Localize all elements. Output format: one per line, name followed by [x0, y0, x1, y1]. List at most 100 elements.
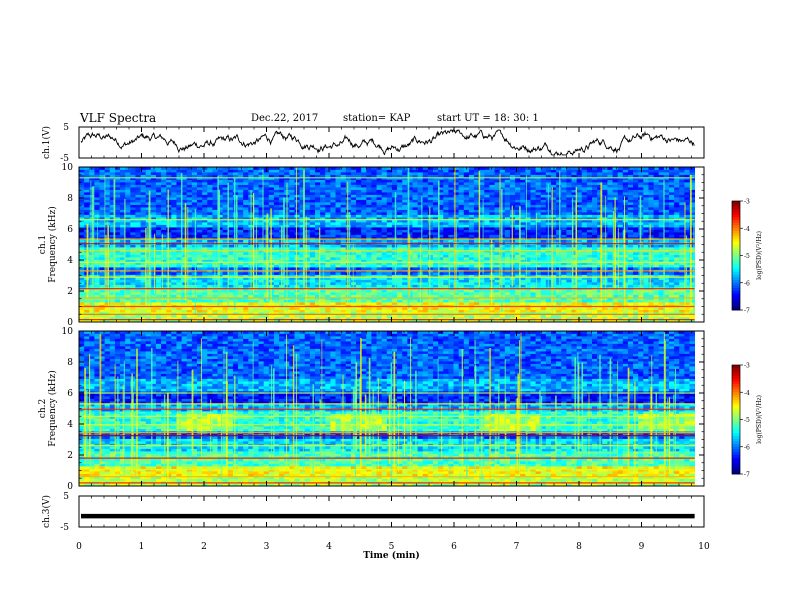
spectrogram-cell — [438, 284, 444, 288]
spectrogram-cell — [340, 264, 347, 268]
spectrogram-cell — [576, 309, 583, 313]
spectrogram-cell — [438, 309, 444, 313]
spectrogram-cell — [391, 314, 398, 318]
spectrogram-cell — [155, 317, 162, 320]
spectrogram-cell — [207, 299, 213, 303]
spectrogram-cell — [412, 294, 418, 298]
spectrogram-cell — [468, 277, 475, 280]
spectrogram-cell — [181, 247, 188, 250]
spectrogram-cell — [120, 302, 126, 305]
spectrogram-cell — [679, 284, 685, 288]
spectrogram-cell — [550, 312, 557, 315]
spectrogram-cell — [345, 307, 352, 310]
spectrogram-cell — [330, 314, 336, 318]
spectrogram-cell — [125, 294, 131, 298]
spectrogram-cell — [99, 257, 106, 260]
spectrogram-cell — [356, 252, 362, 255]
spectrogram-cell — [238, 302, 244, 305]
spectrogram-cell — [540, 317, 547, 320]
spectrogram-cell — [458, 274, 465, 278]
spectrogram-cell — [279, 307, 285, 310]
spectrogram-cell — [299, 244, 306, 248]
spectrogram-cell — [335, 244, 342, 248]
spectrogram-cell — [304, 259, 311, 263]
spectrogram-cell — [366, 244, 372, 248]
spectrogram-cell — [463, 284, 470, 288]
spectrogram-cell — [622, 294, 629, 298]
spectrogram-cell — [150, 282, 157, 285]
spectrogram-cell — [525, 254, 531, 258]
spectrogram-cell — [648, 222, 654, 225]
spectrogram-cell — [520, 252, 526, 255]
spectrogram-cell — [340, 227, 347, 230]
spectrogram-cell — [350, 279, 357, 283]
spectrogram-cell — [150, 229, 157, 233]
spectrogram-cell — [350, 299, 357, 303]
spectrogram-cell — [104, 314, 111, 318]
spectrogram-cell — [679, 234, 685, 238]
spectrogram-cell — [232, 294, 239, 298]
spectrogram-cell — [679, 279, 685, 283]
spectrogram-cell — [463, 277, 470, 280]
spectrogram-cell — [155, 257, 162, 260]
spectrogram-cell — [617, 294, 624, 298]
spectrogram-cell — [391, 264, 398, 268]
spectrogram-cell — [155, 267, 162, 270]
spectrogram-cell — [684, 279, 690, 283]
spectrogram-cell — [448, 252, 454, 255]
spectrogram-cell — [222, 314, 229, 318]
spectrogram-cell — [540, 239, 547, 243]
spectrogram-cell — [484, 307, 490, 310]
spectrogram-cell — [109, 292, 116, 295]
spectrogram-cell — [238, 277, 244, 280]
spectrogram-cell — [114, 302, 121, 305]
spectrogram-cell — [427, 274, 434, 278]
spectrogram-cell — [350, 229, 357, 233]
spectrogram-cell — [674, 292, 680, 295]
spectrogram-cell — [171, 299, 177, 303]
spectrogram-cell — [438, 264, 444, 268]
spectrogram-cell — [273, 257, 280, 260]
spectrogram-cell — [468, 244, 475, 248]
spectrogram-cell — [356, 289, 362, 293]
spectrogram-cell — [617, 244, 624, 248]
spectrogram-cell — [427, 222, 434, 225]
spectrogram-cell — [232, 247, 239, 250]
spectrogram-cell — [294, 319, 300, 323]
spectrogram-cell — [684, 262, 690, 265]
spectrogram-cell — [248, 309, 254, 313]
spectrogram-cell — [376, 314, 383, 318]
spectrogram-cell — [299, 274, 306, 278]
spectrogram-cell — [689, 314, 696, 318]
spectrogram-cell — [484, 264, 490, 268]
spectrogram-cell — [361, 312, 367, 315]
spectrogram-cell — [186, 277, 193, 280]
spectrogram-cell — [474, 257, 480, 260]
spectrogram-cell — [643, 264, 649, 268]
spectrogram-cell — [325, 229, 331, 233]
spectrogram-cell — [438, 267, 444, 270]
spectrogram-cell — [438, 282, 444, 285]
spectrogram-cell — [238, 224, 244, 228]
spectrogram-cell — [335, 299, 342, 303]
spectrogram-cell — [607, 282, 613, 285]
spectrogram-cell — [181, 264, 188, 268]
spectrogram-cell — [438, 294, 444, 298]
spectrogram-cell — [227, 254, 234, 258]
spectrogram-cell — [366, 312, 372, 315]
spectrogram-cell — [679, 227, 685, 230]
spectrogram-cell — [443, 259, 449, 263]
spectrogram-cell — [217, 264, 224, 268]
spectrogram-cell — [479, 299, 485, 303]
spectrogram-cell — [330, 229, 336, 233]
spectrogram-cell — [243, 257, 249, 260]
spectrogram-cell — [186, 254, 193, 258]
spectrogram-cell — [304, 254, 311, 258]
spectrogram-cell — [663, 289, 670, 293]
spectrogram-cell — [345, 262, 352, 265]
spectrogram-cell — [202, 257, 208, 260]
spectrogram-cell — [617, 317, 624, 320]
spectrogram-cell — [304, 274, 311, 278]
spectrogram-cell — [140, 279, 147, 283]
spectrogram-cell — [176, 257, 182, 260]
